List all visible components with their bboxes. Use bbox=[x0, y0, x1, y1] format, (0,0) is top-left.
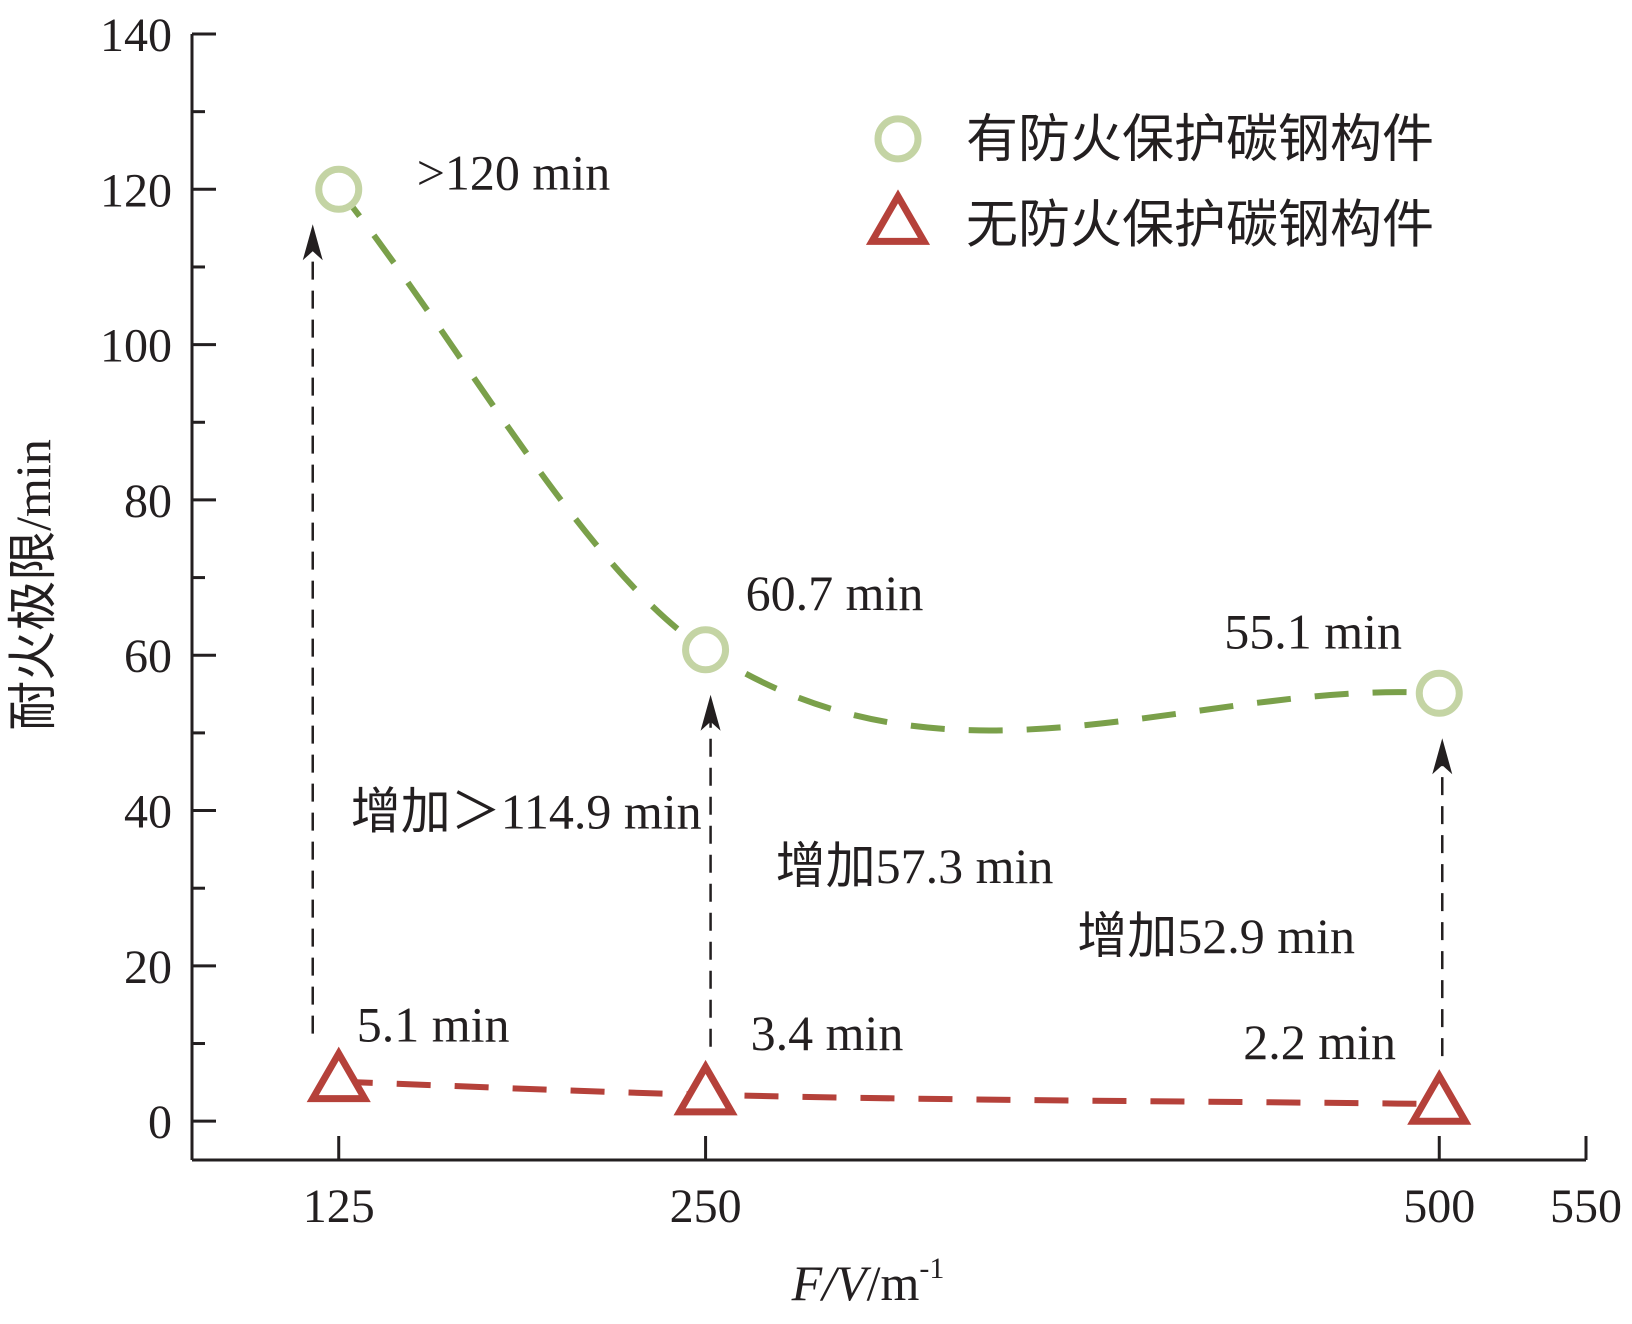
x-axis-title-variable: F/V bbox=[791, 1255, 872, 1311]
y-tick-label: 60 bbox=[124, 630, 172, 683]
y-tick-label: 140 bbox=[100, 9, 172, 62]
increase-label: 增加52.9 min bbox=[1077, 908, 1355, 964]
data-point-triangle bbox=[1407, 1069, 1472, 1125]
legend-label: 无防火保护碳钢构件 bbox=[966, 197, 1434, 254]
increase-labels: 增加＞114.9 min 增加57.3 min 增加52.9 min bbox=[351, 784, 1355, 964]
series-markers bbox=[306, 165, 1472, 1125]
x-axis-title-unit: /m bbox=[867, 1255, 920, 1311]
y-tick-label: 20 bbox=[124, 941, 172, 994]
data-point-circle bbox=[682, 626, 730, 674]
x-tick-label: 500 bbox=[1403, 1180, 1475, 1233]
x-tick-label: 250 bbox=[670, 1180, 742, 1233]
increase-guides bbox=[302, 224, 1453, 1057]
data-point-triangle bbox=[865, 189, 931, 245]
y-axis-title: 耐火极限/min bbox=[5, 439, 61, 731]
point-labels: >120 min 60.7 min 55.1 min 5.1 min 3.4 min 2.… bbox=[357, 144, 1402, 1070]
x-axis-title-superscript: -1 bbox=[919, 1252, 944, 1285]
data-point-triangle bbox=[306, 1046, 371, 1103]
x-axis-title: F/V/m-1 bbox=[791, 1252, 945, 1311]
data-point-circle bbox=[1415, 669, 1463, 717]
legend-label: 有防火保护碳钢构件 bbox=[966, 112, 1434, 169]
x-tick-label: 550 bbox=[1550, 1180, 1622, 1233]
increase-label: 增加57.3 min bbox=[776, 838, 1054, 894]
y-tick-label: 0 bbox=[148, 1096, 172, 1149]
data-point-label: 2.2 min bbox=[1243, 1014, 1396, 1070]
y-tick-label: 120 bbox=[100, 164, 172, 217]
series-curves bbox=[336, 187, 1440, 1108]
data-point-label: >120 min bbox=[417, 144, 610, 200]
data-point-triangle bbox=[673, 1059, 738, 1116]
y-tick-label: 40 bbox=[124, 786, 172, 839]
data-point-label: 5.1 min bbox=[357, 997, 510, 1053]
increase-label: 增加＞114.9 min bbox=[351, 784, 702, 840]
series-curve bbox=[338, 1078, 1440, 1108]
increase-arrow-head bbox=[1432, 738, 1453, 775]
y-tick-label: 100 bbox=[100, 320, 172, 373]
axes: 0 20 40 60 80 100 120 140 125 250 500 550 bbox=[100, 9, 1622, 1233]
y-ticks: 0 20 40 60 80 100 120 140 bbox=[100, 9, 216, 1149]
data-point-circle bbox=[874, 115, 922, 163]
x-tick-label: 125 bbox=[303, 1180, 375, 1233]
data-point-label: 55.1 min bbox=[1224, 603, 1402, 659]
data-point-label: 60.7 min bbox=[746, 565, 924, 621]
y-tick-label: 80 bbox=[124, 475, 172, 528]
series-curve bbox=[336, 187, 1440, 734]
x-ticks: 125 250 500 550 bbox=[303, 1136, 1622, 1233]
data-point-circle bbox=[315, 165, 363, 213]
increase-arrow-head bbox=[302, 224, 323, 261]
increase-arrow-head bbox=[700, 694, 721, 731]
data-point-label: 3.4 min bbox=[751, 1005, 904, 1061]
